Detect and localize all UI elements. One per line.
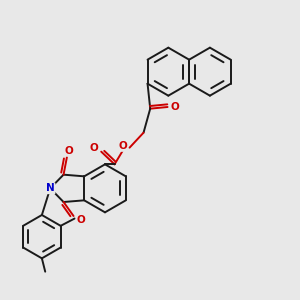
Text: O: O	[76, 215, 85, 225]
Text: O: O	[170, 102, 179, 112]
Text: O: O	[118, 141, 127, 151]
Text: O: O	[89, 143, 98, 153]
Text: N: N	[46, 183, 55, 193]
Text: O: O	[64, 146, 73, 156]
